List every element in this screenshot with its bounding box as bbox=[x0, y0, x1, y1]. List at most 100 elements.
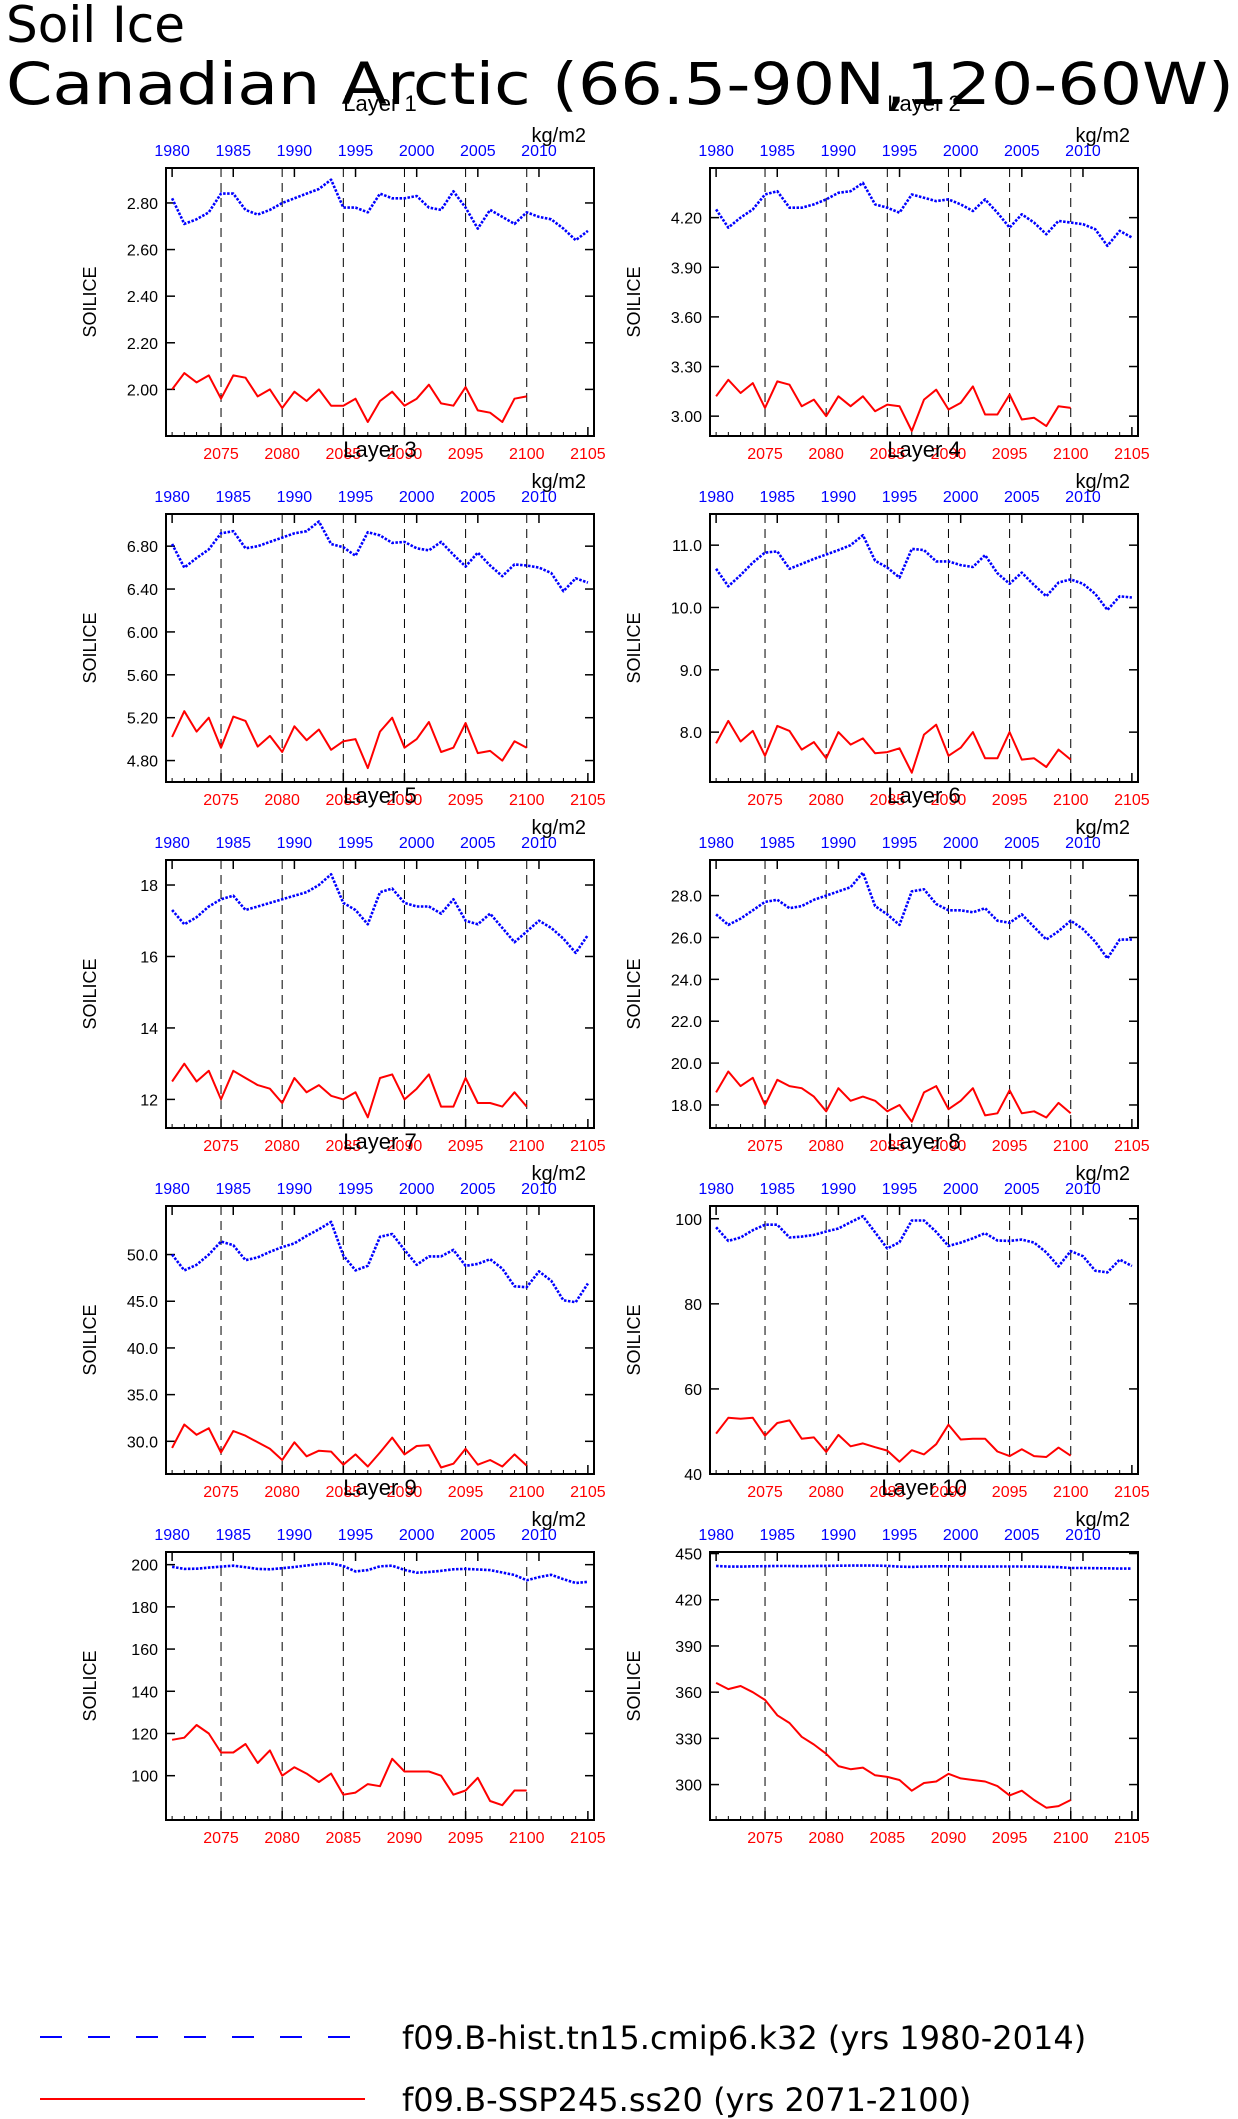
series-ssp-line bbox=[715, 1070, 1072, 1123]
y-tick-label: 20.0 bbox=[671, 1056, 702, 1073]
panel-layer-2: Layer 2 kg/m2 3.00 3.30 3.60 3.90 4.20 SOILICE 2… bbox=[624, 91, 1150, 463]
y-tick-label: 80 bbox=[684, 1297, 702, 1314]
x-tick-label-top: 1995 bbox=[882, 489, 918, 506]
x-tick-label-top: 1995 bbox=[882, 1181, 918, 1198]
x-tick-label-top: 1980 bbox=[154, 1527, 190, 1544]
x-tick-label-bottom: 2105 bbox=[570, 1830, 606, 1847]
y-tick-label: 11.0 bbox=[672, 538, 702, 555]
y-axis-label: SOILICE bbox=[80, 266, 100, 337]
panel-title: Layer 8 bbox=[887, 1129, 960, 1154]
x-tick-label-top: 2000 bbox=[399, 1181, 435, 1198]
x-tick-label-top: 1990 bbox=[821, 1181, 857, 1198]
x-tick-label-bottom: 2095 bbox=[448, 1830, 484, 1847]
x-tick-label-bottom: 2080 bbox=[808, 1484, 844, 1501]
x-tick-label-top: 2010 bbox=[1065, 1181, 1101, 1198]
x-tick-label-top: 2000 bbox=[399, 835, 435, 852]
series-hist-line bbox=[170, 520, 589, 593]
y-tick-label: 16 bbox=[140, 949, 158, 966]
panel-layer-3: Layer 3 kg/m2 4.80 5.20 5.60 6.00 6.40 6.80 SOIL… bbox=[80, 437, 606, 809]
x-tick-label-top: 2005 bbox=[460, 835, 496, 852]
unit-label: kg/m2 bbox=[1076, 817, 1130, 839]
panel-layer-5: Layer 5 kg/m2 12 14 16 18 SOILICE 2075 2080 2085 2… bbox=[80, 783, 606, 1155]
series-hist-line bbox=[171, 1562, 589, 1585]
x-tick-label-top: 1990 bbox=[821, 835, 857, 852]
x-tick-label-top: 2005 bbox=[1004, 835, 1040, 852]
y-tick-label: 40.0 bbox=[127, 1341, 158, 1358]
x-tick-label-top: 1985 bbox=[215, 143, 251, 160]
y-tick-label: 22.0 bbox=[671, 1014, 702, 1031]
x-tick-label-top: 2000 bbox=[399, 489, 435, 506]
y-tick-label: 2.80 bbox=[127, 196, 158, 213]
y-tick-label: 6.00 bbox=[127, 625, 158, 642]
x-tick-label-top: 1990 bbox=[821, 1527, 857, 1544]
x-tick-label-top: 1995 bbox=[338, 489, 374, 506]
y-tick-label: 420 bbox=[675, 1593, 702, 1610]
series-ssp-line bbox=[171, 1724, 527, 1807]
x-tick-label-top: 1985 bbox=[215, 1181, 251, 1198]
x-tick-label-bottom: 2090 bbox=[387, 1138, 423, 1155]
x-tick-label-bottom: 2105 bbox=[570, 1138, 606, 1155]
x-tick-label-bottom: 2100 bbox=[509, 1484, 545, 1501]
x-tick-label-bottom: 2075 bbox=[747, 1138, 783, 1155]
x-tick-label-top: 2010 bbox=[521, 1527, 557, 1544]
y-axis-label: SOILICE bbox=[624, 1650, 644, 1721]
x-tick-label-top: 1995 bbox=[338, 143, 374, 160]
unit-label: kg/m2 bbox=[532, 1509, 586, 1531]
figure-title-line1: Soil Ice bbox=[6, 0, 185, 54]
y-tick-label: 160 bbox=[131, 1642, 158, 1659]
x-tick-label-bottom: 2080 bbox=[264, 1830, 300, 1847]
y-tick-label: 3.90 bbox=[671, 260, 702, 277]
x-tick-label-top: 2000 bbox=[399, 1527, 435, 1544]
panel-title: Layer 3 bbox=[343, 437, 416, 462]
x-tick-label-bottom: 2090 bbox=[931, 1138, 967, 1155]
x-tick-label-top: 1995 bbox=[882, 835, 918, 852]
x-tick-label-bottom: 2085 bbox=[326, 1138, 362, 1155]
unit-label: kg/m2 bbox=[1076, 471, 1130, 493]
series-hist-line bbox=[171, 1220, 589, 1304]
x-tick-label-top: 2005 bbox=[460, 143, 496, 160]
y-tick-label: 120 bbox=[131, 1726, 158, 1743]
x-tick-label-bottom: 2085 bbox=[870, 446, 906, 463]
series-hist-line bbox=[171, 872, 589, 955]
x-tick-label-top: 2010 bbox=[1065, 143, 1101, 160]
x-tick-label-top: 2000 bbox=[943, 1181, 979, 1198]
panel-layer-9: Layer 9 kg/m2 100 120 140 160 180 200 SOILICE 207… bbox=[80, 1475, 606, 1847]
series-ssp-line bbox=[171, 1062, 528, 1119]
x-tick-label-bottom: 2080 bbox=[808, 1138, 844, 1155]
y-tick-label: 200 bbox=[131, 1558, 158, 1575]
x-tick-label-top: 2000 bbox=[943, 835, 979, 852]
x-tick-label-top: 2005 bbox=[460, 1527, 496, 1544]
legend: f09.B-hist.tn15.cmip6.k32 (yrs 1980-2014… bbox=[40, 2019, 1086, 2119]
x-tick-label-bottom: 2075 bbox=[203, 1138, 239, 1155]
panel-layer-8: Layer 8 kg/m2 40 60 80 100 SOILICE 2075 2080 2085… bbox=[624, 1129, 1150, 1501]
x-tick-label-top: 2000 bbox=[943, 1527, 979, 1544]
x-tick-label-bottom: 2080 bbox=[264, 1138, 300, 1155]
y-tick-label: 5.20 bbox=[127, 711, 158, 728]
x-tick-label-bottom: 2105 bbox=[1114, 1484, 1150, 1501]
x-tick-label-bottom: 2080 bbox=[264, 1484, 300, 1501]
x-tick-label-bottom: 2090 bbox=[931, 446, 967, 463]
x-tick-label-bottom: 2095 bbox=[448, 1138, 484, 1155]
x-tick-label-top: 1980 bbox=[698, 1181, 734, 1198]
y-tick-label: 3.60 bbox=[671, 310, 702, 327]
y-tick-label: 28.0 bbox=[671, 889, 702, 906]
series-ssp-line bbox=[171, 1423, 528, 1469]
y-tick-label: 26.0 bbox=[671, 930, 702, 947]
y-tick-label: 45.0 bbox=[127, 1294, 158, 1311]
x-tick-label-bottom: 2105 bbox=[1114, 1138, 1150, 1155]
y-axis-label: SOILICE bbox=[624, 1304, 644, 1375]
y-tick-label: 35.0 bbox=[127, 1388, 158, 1405]
x-tick-label-bottom: 2075 bbox=[203, 1484, 239, 1501]
x-tick-label-bottom: 2100 bbox=[509, 1138, 545, 1155]
y-tick-label: 390 bbox=[675, 1639, 702, 1656]
panel-layer-7: Layer 7 kg/m2 30.0 35.0 40.0 45.0 50.0 SOILICE 2… bbox=[80, 1129, 606, 1501]
x-tick-label-top: 2000 bbox=[943, 143, 979, 160]
unit-label: kg/m2 bbox=[532, 471, 586, 493]
x-tick-label-top: 1990 bbox=[277, 489, 313, 506]
panel-title: Layer 2 bbox=[887, 91, 960, 116]
series-hist-line bbox=[716, 1564, 1132, 1570]
x-tick-label-bottom: 2085 bbox=[870, 1484, 906, 1501]
x-tick-label-top: 1985 bbox=[215, 835, 251, 852]
y-tick-label: 18.0 bbox=[671, 1098, 702, 1115]
